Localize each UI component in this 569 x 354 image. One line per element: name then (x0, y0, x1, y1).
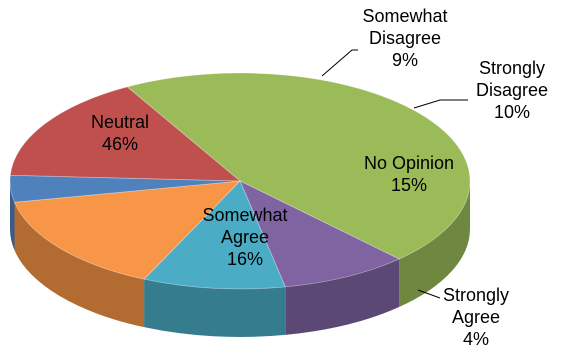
pie-side-1 (285, 259, 400, 335)
pie-slice-5 (9, 86, 242, 182)
data-label-0-line-0: Neutral (91, 112, 149, 132)
data-labels: Neutral 46%Somewhat Disagree 9% Strongly Disa… (91, 6, 548, 349)
data-label-4-line-1: Agree (452, 307, 500, 327)
data-label-2: Strongly Disagree 10% (476, 58, 548, 122)
data-label-4-line-0: Strongly (443, 285, 509, 305)
data-label-2-line-2: 10% (494, 102, 530, 122)
data-label-1-line-0: Somewhat (362, 6, 447, 26)
pie-sides (10, 181, 470, 337)
data-label-1-line-1: Disagree (369, 28, 441, 48)
pie-slice-1 (239, 180, 401, 288)
data-label-3-line-0: No Opinion (364, 153, 454, 173)
leader-line-4 (417, 289, 441, 299)
data-label-4-line-2: 4% (463, 329, 489, 349)
pie-slice-3 (13, 180, 242, 280)
leader-line-2 (413, 99, 468, 109)
data-label-5-line-1: Agree (221, 227, 269, 247)
data-label-0-line-1: 46% (102, 134, 138, 154)
data-label-3: No Opinion 15% (364, 153, 454, 195)
pie-side-2 (144, 279, 286, 337)
data-label-1-line-2: 9% (392, 50, 418, 70)
data-label-4: Strongly Agree 4% (443, 285, 509, 349)
pie-side-3 (14, 202, 145, 328)
data-label-2-line-1: Disagree (476, 80, 548, 100)
data-label-5-line-0: Somewhat (202, 205, 287, 225)
pie-slices (9, 72, 471, 290)
pie-side-0 (399, 181, 470, 308)
pie-slice-4 (9, 174, 241, 203)
data-label-3-line-1: 15% (391, 175, 427, 195)
data-label-5-line-2: 16% (227, 249, 263, 269)
pie-slice-0 (126, 72, 471, 260)
leader-line-1 (321, 49, 358, 77)
pie-side-4 (10, 181, 15, 251)
pie-slice-2 (143, 180, 286, 290)
data-label-2-line-0: Strongly (479, 58, 545, 78)
leader-lines (321, 49, 468, 299)
data-label-1: Somewhat Disagree 9% (362, 6, 447, 70)
data-label-0: Neutral 46% (91, 112, 149, 154)
data-label-5: Somewhat Agree 16% (202, 205, 287, 269)
